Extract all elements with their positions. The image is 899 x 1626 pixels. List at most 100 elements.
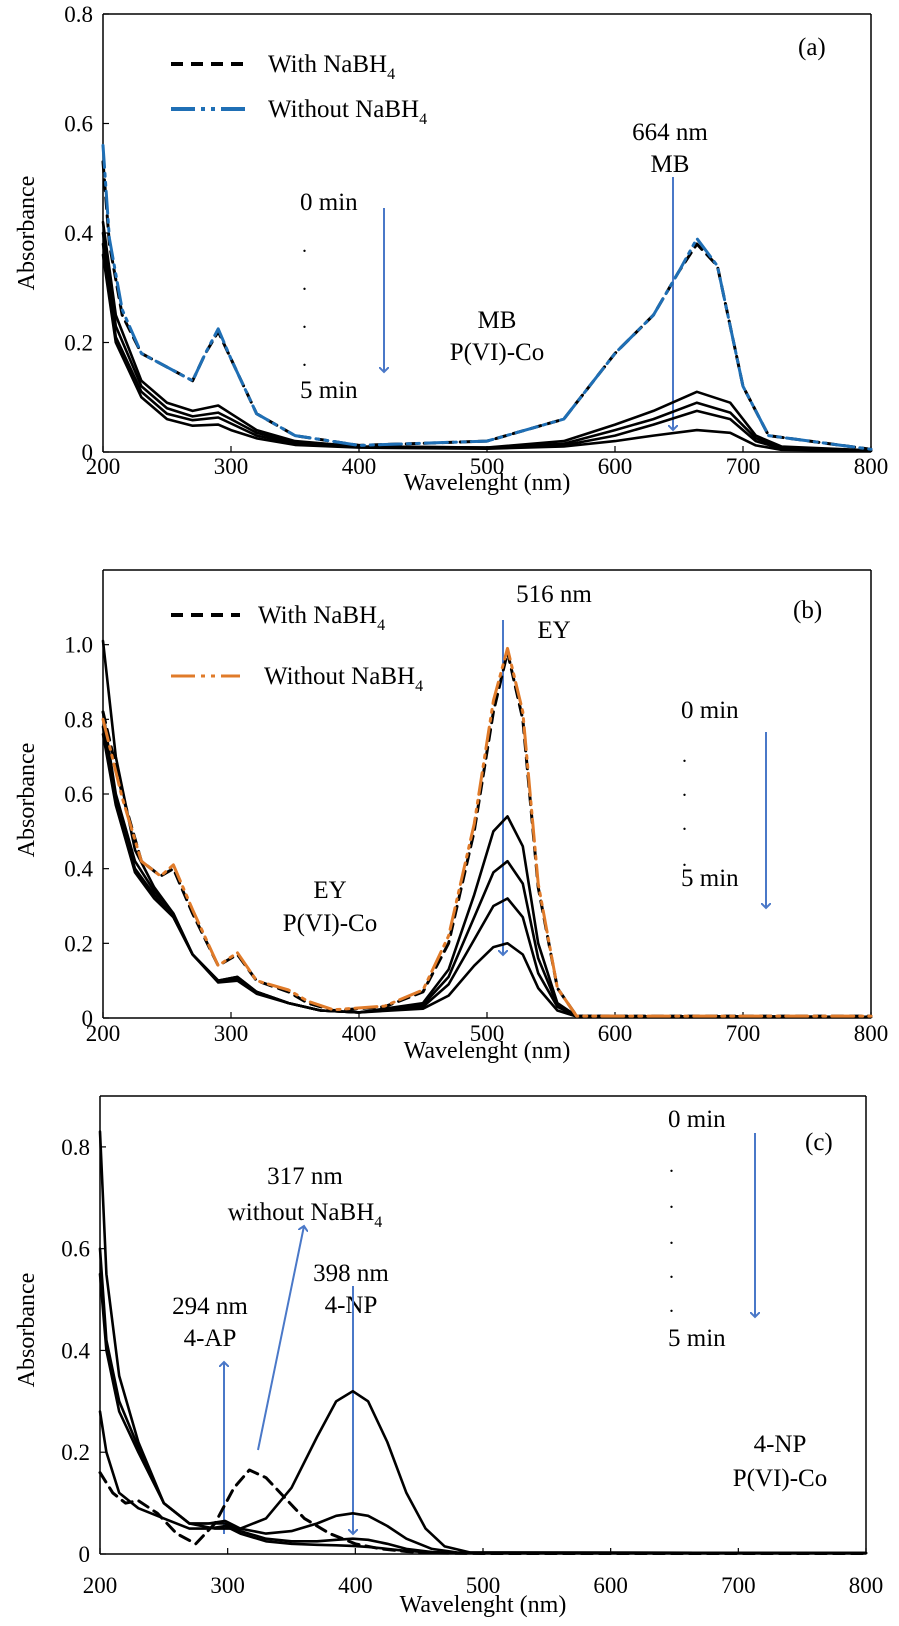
panel-b-x-tick-label: 700 xyxy=(726,1021,761,1046)
panel-c-time-end: 5 min xyxy=(668,1325,726,1352)
panel-c-label: (c) xyxy=(805,1129,833,1156)
panel-b-series-line xyxy=(101,650,873,1018)
panel-c-y-axis-label: Absorbance xyxy=(14,1273,40,1388)
panel-b-y-axis-label: Absorbance xyxy=(14,743,40,858)
panel-c-peak1-arrow xyxy=(257,1226,304,1451)
panel-a-dot-2: . xyxy=(302,273,307,295)
panel-b-y-tick-label: 0.2 xyxy=(64,931,93,956)
panel-a-x-tick-label: 800 xyxy=(854,454,889,479)
panel-b-y-tick-label: 0.4 xyxy=(64,857,93,882)
panel-b-legend: With NaBH4 Without NaBH4 xyxy=(171,602,423,695)
panel-b-y-tick-label: 0.6 xyxy=(64,782,93,807)
panel-c-dot-2: . xyxy=(669,1191,674,1213)
panel-a-y-tick-label: 0.4 xyxy=(64,221,93,246)
panel-b-sample-label: EY xyxy=(313,877,346,904)
panel-a-y-tick-label: 0.8 xyxy=(64,2,93,27)
panel-c-sample-label: 4-NP xyxy=(754,1431,807,1458)
panel-c-y-tick-label: 0.2 xyxy=(61,1440,90,1465)
panel-a-y-tick-label: 0.6 xyxy=(64,112,93,137)
panel-c-x-tick-label: 500 xyxy=(466,1573,501,1598)
panel-b-time-end: 5 min xyxy=(681,865,739,892)
panel-b-legend-with-label: With NaBH4 xyxy=(258,602,385,634)
panel-c-peak3-name: 4-AP xyxy=(184,1325,237,1352)
panel-a-legend-without-label: Without NaBH4 xyxy=(268,96,427,128)
panel-b-series-line xyxy=(101,639,873,1019)
panel-b-time-start: 0 min xyxy=(681,697,739,724)
panel-c-dot-5: . xyxy=(669,1295,674,1317)
panel-c: (c) 317 nm without NaBH4 398 nm 4-NP 294… xyxy=(172,1106,833,1534)
panel-a-dot-3: . xyxy=(302,311,307,333)
panel-c-y-tick-label: 0 xyxy=(79,1542,91,1567)
panel-c-y-tick-label: 0.6 xyxy=(61,1237,90,1262)
panel-b-peak-nm: 516 nm xyxy=(516,581,592,608)
panel-b-peak-name: EY xyxy=(537,617,570,644)
panel-c-x-tick-label: 700 xyxy=(721,1573,756,1598)
panel-b-x-tick-label: 600 xyxy=(598,1021,633,1046)
panel-b-dot-2: . xyxy=(682,779,687,801)
panel-b-legend-without-label: Without NaBH4 xyxy=(264,663,423,695)
panel-a-dot-1: . xyxy=(302,235,307,257)
panel-b-series-line xyxy=(101,646,873,1018)
panel-b: (b) With NaBH4 Without NaBH4 516 nm EY 0… xyxy=(171,581,822,955)
panel-c-series-line xyxy=(98,1272,868,1555)
panel-a-x-tick-label: 400 xyxy=(342,454,377,479)
panel-a-dot-4: . xyxy=(302,349,307,371)
panel-c-series-line xyxy=(98,1247,868,1555)
panel-a-x-tick-label: 300 xyxy=(214,454,249,479)
panel-b-catalyst-label: P(VI)-Co xyxy=(283,910,377,937)
panel-b-x-tick-label: 200 xyxy=(86,1021,121,1046)
panel-b-x-tick-label: 500 xyxy=(470,1021,505,1046)
panel-b-y-tick-label: 0.8 xyxy=(64,707,93,732)
panel-c-plot: 200 300 400 500 600 700 800 0 0.2 0.4 0.6 0.8 Wavele… xyxy=(14,1095,884,1618)
panel-a-x-axis-label: Wavelenght (nm) xyxy=(404,470,571,496)
panel-c-x-tick-label: 200 xyxy=(83,1573,118,1598)
panel-a-y-tick-label: 0 xyxy=(82,440,94,465)
panel-a-time-start: 0 min xyxy=(300,189,358,216)
panel-c-y-tick-label: 0.4 xyxy=(61,1338,90,1363)
panel-c-peak2-name: 4-NP xyxy=(325,1292,378,1319)
panel-b-x-tick-label: 400 xyxy=(342,1021,377,1046)
panel-b-series-line xyxy=(101,733,873,1019)
panel-a-y-tick-label: 0.2 xyxy=(64,331,93,356)
panel-a-x-tick-label: 500 xyxy=(470,454,505,479)
panel-b-x-axis-label: Wavelenght (nm) xyxy=(404,1038,571,1064)
panel-a-series-line xyxy=(101,143,873,451)
panel-a-y-axis-label: Absorbance xyxy=(14,176,40,291)
panel-b-x-tick-label: 800 xyxy=(854,1021,889,1046)
panel-c-series-line xyxy=(98,1130,868,1555)
panel-a-series-line xyxy=(101,220,873,452)
panel-c-peak1-nm: 317 nm xyxy=(267,1163,343,1190)
panel-c-peak1-name: without NaBH4 xyxy=(228,1199,383,1231)
panel-a-sample-label: MB xyxy=(478,307,517,334)
panel-a-series-line xyxy=(101,253,873,453)
panel-a-legend: With NaBH4 Without NaBH4 xyxy=(171,51,427,128)
panel-c-catalyst-label: P(VI)-Co xyxy=(733,1465,827,1492)
panel-c-y-tick-label: 0.8 xyxy=(61,1135,90,1160)
panel-c-dot-3: . xyxy=(669,1227,674,1249)
panel-a-plot: 200 300 400 500 600 700 800 0 0.2 0.4 0.6 0.8 Wavele… xyxy=(14,2,888,496)
panel-b-plot: 200 300 400 500 600 700 800 0 0.2 0.4 0.6 0.8 1.0 Wav… xyxy=(14,569,889,1064)
panel-b-label: (b) xyxy=(793,597,822,624)
panel-c-series-line xyxy=(98,1468,868,1555)
panel-b-y-tick-label: 1.0 xyxy=(64,633,93,658)
panel-c-peak3-nm: 294 nm xyxy=(172,1293,248,1320)
panel-a-x-tick-label: 200 xyxy=(86,454,121,479)
panel-c-dot-4: . xyxy=(669,1261,674,1283)
panel-b-dot-4: . xyxy=(682,849,687,871)
panel-c-dot-1: . xyxy=(669,1155,674,1177)
panel-a-label: (a) xyxy=(798,34,826,61)
panel-b-dot-3: . xyxy=(682,813,687,835)
panel-b-x-tick-label: 300 xyxy=(214,1021,249,1046)
panel-a-legend-with-label: With NaBH4 xyxy=(268,51,395,83)
panel-a-peak-nm: 664 nm xyxy=(632,119,708,146)
panel-b-dot-1: . xyxy=(682,745,687,767)
panel-a: (a) With NaBH4 Without NaBH4 664 nm MB 0… xyxy=(171,34,826,430)
panel-c-x-tick-label: 800 xyxy=(849,1573,884,1598)
panel-c-peak2-nm: 398 nm xyxy=(313,1260,389,1287)
panel-a-time-end: 5 min xyxy=(300,377,358,404)
panel-b-y-tick-label: 0 xyxy=(82,1006,94,1031)
panel-b-series-line xyxy=(101,725,873,1019)
panel-c-x-tick-label: 300 xyxy=(210,1573,245,1598)
panel-a-peak-name: MB xyxy=(651,151,690,178)
